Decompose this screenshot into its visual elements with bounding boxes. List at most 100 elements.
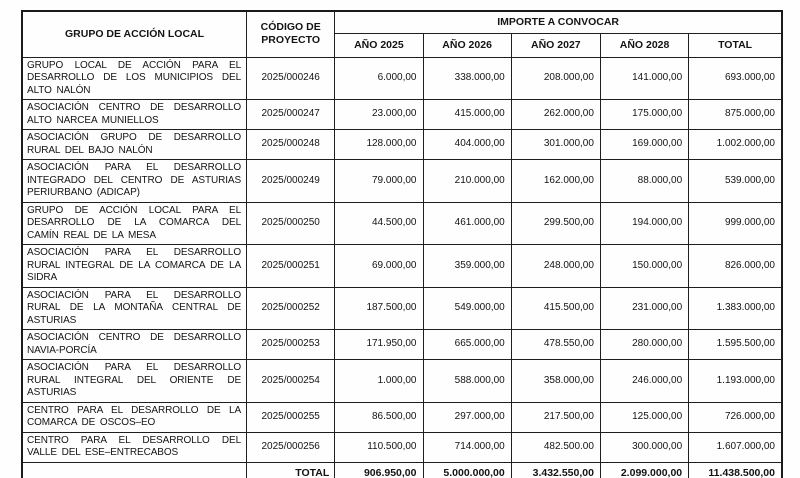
row-total-cell: 1.595.500,00 [688,329,783,360]
total-row-empty-cell [21,461,248,478]
table-row: ASOCIACIÓN CENTRO DE DESARROLLO ALTO NAR… [21,99,783,130]
amount-2025-cell: 23.000,00 [334,99,424,130]
table-row: ASOCIACIÓN CENTRO DE DESARROLLO NAVIA-PO… [21,329,783,360]
amount-2025-cell: 69.000,00 [334,244,424,288]
table-row: ASOCIACIÓN GRUPO DE DESARROLLO RURAL DEL… [21,129,783,160]
total-2027-cell: 3.432.550,00 [510,461,601,478]
group-name-cell: CENTRO PARA EL DESARROLLO DE LA COMARCA … [21,401,248,433]
row-total-cell: 539.000,00 [688,159,783,203]
group-name-cell: ASOCIACIÓN PARA EL DESARROLLO RURAL DE L… [21,286,248,330]
amount-2028-cell: 246.000,00 [599,359,690,403]
amount-2026-cell: 665.000,00 [422,329,512,360]
table-footer: TOTAL 906.950,00 5.000.000,00 3.432.550,… [21,461,783,478]
amount-2027-cell: 482.500.00 [510,431,601,463]
project-code-cell: 2025/000255 [246,401,336,433]
table-header: GRUPO DE ACCIÓN LOCAL CÓDIGO DE PROYECTO… [21,10,783,58]
amount-2025-cell: 6.000,00 [334,56,424,100]
header-group-column: GRUPO DE ACCIÓN LOCAL [21,10,248,58]
group-name-cell: ASOCIACIÓN CENTRO DE DESARROLLO ALTO NAR… [21,99,248,130]
amount-2025-cell: 86.500,00 [334,401,424,433]
amount-2027-cell: 262.000,00 [510,99,601,130]
amount-2026-cell: 210.000,00 [422,159,512,203]
amount-2026-cell: 297.000,00 [422,401,512,433]
table-row: GRUPO DE ACCIÓN LOCAL PARA EL DESARROLLO… [21,201,783,245]
amount-2026-cell: 415.000,00 [422,99,512,130]
project-code-cell: 2025/000250 [246,201,336,245]
total-2026-cell: 5.000.000,00 [422,461,512,478]
header-total-column: TOTAL [688,32,783,58]
row-total-cell: 875.000,00 [688,99,783,130]
table-row: ASOCIACIÓN PARA EL DESARROLLO RURAL DE L… [21,286,783,330]
row-total-cell: 1.607.000,00 [688,431,783,463]
project-code-cell: 2025/000248 [246,129,336,160]
group-name-cell: ASOCIACIÓN GRUPO DE DESARROLLO RURAL DEL… [21,129,248,160]
amount-2025-cell: 187.500,00 [334,286,424,330]
project-code-cell: 2025/000249 [246,159,336,203]
amount-2026-cell: 549.000,00 [422,286,512,330]
project-code-cell: 2025/000254 [246,359,336,403]
amount-2025-cell: 44.500,00 [334,201,424,245]
table-body: GRUPO LOCAL DE ACCIÓN PARA EL DESARROLLO… [21,56,783,463]
table-row: CENTRO PARA EL DESARROLLO DE LA COMARCA … [21,401,783,433]
project-code-cell: 2025/000251 [246,244,336,288]
header-year-2026: AÑO 2026 [422,32,512,58]
group-name-cell: GRUPO LOCAL DE ACCIÓN PARA EL DESARROLLO… [21,56,248,100]
amount-2025-cell: 171.950,00 [334,329,424,360]
amount-2027-cell: 217.500,00 [510,401,601,433]
amount-2027-cell: 415.500,00 [510,286,601,330]
amount-2025-cell: 79.000,00 [334,159,424,203]
amount-2027-cell: 162.000,00 [510,159,601,203]
project-code-cell: 2025/000246 [246,56,336,100]
amount-2028-cell: 300.000,00 [599,431,690,463]
row-total-cell: 693.000,00 [688,56,783,100]
amount-2026-cell: 404.000,00 [422,129,512,160]
amount-2028-cell: 125.000,00 [599,401,690,433]
table-row: ASOCIACIÓN PARA EL DESARROLLO INTEGRADO … [21,159,783,203]
project-code-cell: 2025/000252 [246,286,336,330]
amount-2027-cell: 301.000,00 [510,129,601,160]
header-importe-a-convocar: IMPORTE A CONVOCAR [334,10,783,34]
amount-2025-cell: 110.500,00 [334,431,424,463]
project-code-cell: 2025/000253 [246,329,336,360]
amount-2028-cell: 88.000,00 [599,159,690,203]
table-row: ASOCIACIÓN PARA EL DESARROLLO RURAL INTE… [21,359,783,403]
row-total-cell: 826.000,00 [688,244,783,288]
amount-2027-cell: 478.550,00 [510,329,601,360]
table-row: CENTRO PARA EL DESARROLLO DEL VALLE DEL … [21,431,783,463]
project-code-cell: 2025/000256 [246,431,336,463]
group-name-cell: ASOCIACIÓN PARA EL DESARROLLO INTEGRADO … [21,159,248,203]
group-name-cell: ASOCIACIÓN CENTRO DE DESARROLLO NAVIA-PO… [21,329,248,360]
amount-2027-cell: 358.000,00 [510,359,601,403]
table-row: GRUPO LOCAL DE ACCIÓN PARA EL DESARROLLO… [21,56,783,100]
amount-2025-cell: 1.000,00 [334,359,424,403]
grand-total-cell: 11.438.500,00 [688,461,783,478]
amount-2027-cell: 299.500,00 [510,201,601,245]
amount-2028-cell: 141.000,00 [599,56,690,100]
amount-2028-cell: 169.000,00 [599,129,690,160]
amount-2027-cell: 248.000,00 [510,244,601,288]
group-name-cell: ASOCIACIÓN PARA EL DESARROLLO RURAL INTE… [21,359,248,403]
amount-2028-cell: 175.000,00 [599,99,690,130]
row-total-cell: 1.383.000,00 [688,286,783,330]
row-total-cell: 1.002.000,00 [688,129,783,160]
table-row: ASOCIACIÓN PARA EL DESARROLLO RURAL INTE… [21,244,783,288]
total-2028-cell: 2.099.000,00 [599,461,690,478]
header-year-2027: AÑO 2027 [510,32,601,58]
amount-2025-cell: 128.000,00 [334,129,424,160]
project-code-cell: 2025/000247 [246,99,336,130]
row-total-cell: 726.000,00 [688,401,783,433]
header-project-code-column: CÓDIGO DE PROYECTO [246,10,336,58]
amount-2026-cell: 588.000,00 [422,359,512,403]
grants-table: GRUPO DE ACCIÓN LOCAL CÓDIGO DE PROYECTO… [21,10,783,478]
amount-2026-cell: 461.000,00 [422,201,512,245]
header-year-2028: AÑO 2028 [599,32,690,58]
amount-2026-cell: 714.000,00 [422,431,512,463]
total-row-label: TOTAL [246,461,336,478]
row-total-cell: 999.000,00 [688,201,783,245]
amount-2028-cell: 231.000,00 [599,286,690,330]
group-name-cell: CENTRO PARA EL DESARROLLO DEL VALLE DEL … [21,431,248,463]
amount-2028-cell: 280.000,00 [599,329,690,360]
group-name-cell: ASOCIACIÓN PARA EL DESARROLLO RURAL INTE… [21,244,248,288]
amount-2028-cell: 194.000,00 [599,201,690,245]
